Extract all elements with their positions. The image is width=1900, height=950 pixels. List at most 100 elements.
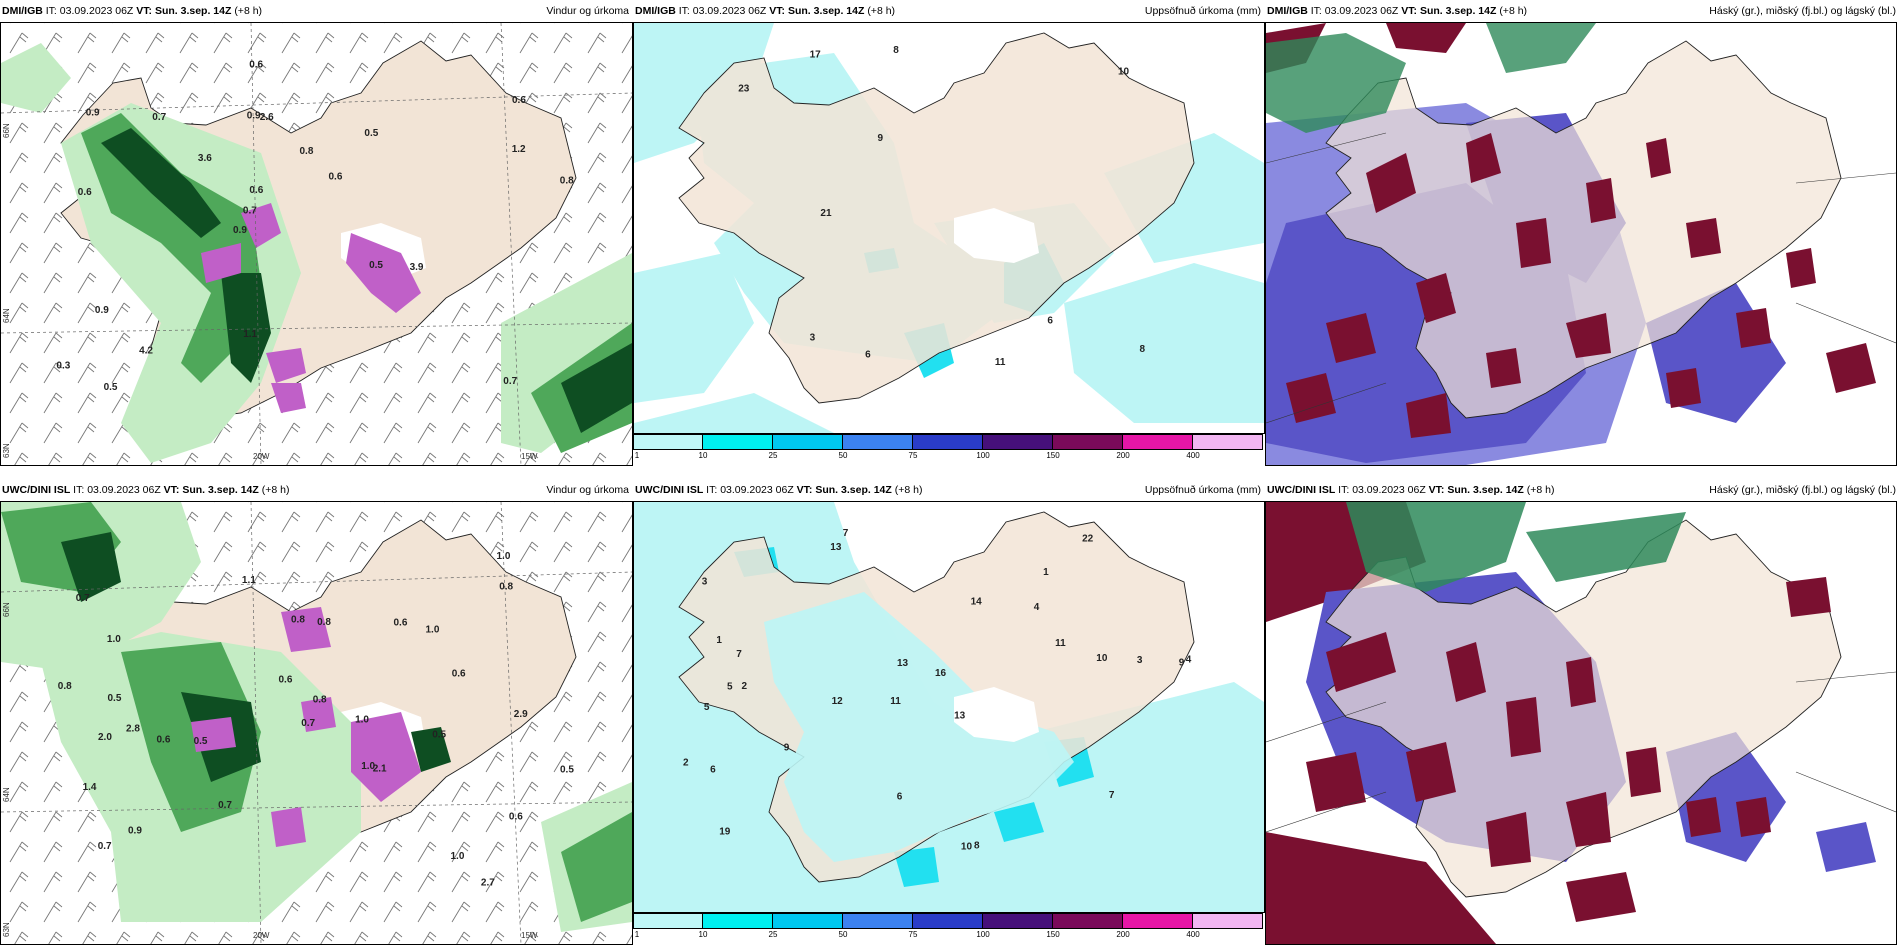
- value-label: 0.8: [317, 617, 331, 628]
- value-label: 1.0: [426, 624, 440, 635]
- graticule: [1, 23, 632, 465]
- value-label: 21: [820, 208, 832, 219]
- value-label: 0.6: [157, 735, 171, 746]
- value-label: 9: [1179, 658, 1185, 669]
- lat-tick-63n: 63N: [2, 443, 11, 458]
- colorbar-tick-label: 10: [698, 930, 708, 939]
- value-label: 13: [954, 711, 966, 722]
- value-label: 1.2: [512, 144, 526, 155]
- cloud-mid-layer: [1306, 577, 1831, 922]
- value-label: 1.0: [361, 761, 375, 772]
- colorbar-tick-label: 10: [698, 451, 708, 460]
- value-label: 0.6: [249, 60, 263, 71]
- value-label: 10: [1096, 653, 1108, 664]
- value-label: 12: [832, 696, 844, 707]
- colorbar-accum-precip: 1 10 25 50 75 100 150 200 400: [633, 434, 1263, 462]
- colorbar-segment: [913, 913, 983, 929]
- value-label: 9: [784, 742, 790, 753]
- value-label: 0.7: [152, 112, 166, 123]
- value-label: 5: [727, 682, 733, 693]
- value-label: 0.6: [452, 669, 466, 680]
- colorbar-segment: [1053, 913, 1123, 929]
- value-label: 3.9: [410, 262, 424, 273]
- panel-title: DMI/IGB IT: 03.09.2023 06Z VT: Sun. 3.se…: [1265, 0, 1900, 22]
- panel-title: UWC/DINI ISL IT: 03.09.2023 06Z VT: Sun.…: [1265, 479, 1900, 501]
- colorbar-tick-label: 25: [768, 451, 778, 460]
- panel-wind-precip-uwc: UWC/DINI ISL IT: 03.09.2023 06Z VT: Sun.…: [0, 479, 633, 945]
- value-label: 0.5: [560, 765, 574, 776]
- colorbar-segment: [913, 434, 983, 450]
- model-name: DMI/IGB: [1267, 5, 1308, 17]
- colorbar-tick-label: 100: [976, 930, 990, 939]
- panel-wind-precip-dmi: DMI/IGB IT: 03.09.2023 06Z VT: Sun. 3.se…: [0, 0, 633, 466]
- map-clouds: [1265, 22, 1897, 466]
- colorbar-tick-label: 400: [1186, 451, 1200, 460]
- model-name: DMI/IGB: [2, 5, 43, 17]
- precip-value-labels: 2.7 2.8 1.0 0.7 0.6 1.0 0.9 0.5 1.0 0.8 0.6 1.0 0.7 1…: [58, 551, 575, 888]
- panel-variable: Háský (gr.), miðský (fj.bl.) og lágský (…: [1709, 5, 1896, 17]
- value-label: 3: [702, 577, 708, 588]
- cloud-high-layer: [1346, 502, 1686, 592]
- value-label: 2.1: [373, 764, 387, 775]
- glacier-vatnajokull: [954, 208, 1039, 263]
- colorbar-tick-label: 75: [908, 930, 918, 939]
- value-label: 1.4: [83, 782, 97, 793]
- colorbar-segment: [703, 913, 773, 929]
- model-name: DMI/IGB: [635, 5, 676, 17]
- colorbar-tick-label: 75: [908, 451, 918, 460]
- value-label: 1: [716, 635, 722, 646]
- panel-clouds-uwc: UWC/DINI ISL IT: 03.09.2023 06Z VT: Sun.…: [1265, 479, 1900, 945]
- value-label: 4.2: [139, 345, 153, 356]
- value-label: 22: [1082, 533, 1094, 544]
- colorbar-segment: [1193, 434, 1263, 450]
- lat-tick-63n: 63N: [2, 922, 11, 937]
- colorbar-segment: [1193, 913, 1263, 929]
- init-time: 03.09.2023 06Z: [59, 5, 134, 17]
- value-label: 0.8: [499, 581, 513, 592]
- value-label: 0.7: [76, 593, 90, 604]
- value-label: 10: [961, 841, 973, 852]
- precip-value-labels: 0.70.60.60.90.50.50.90.80.93.60.34.22.60…: [56, 60, 574, 393]
- valid-time: Sun. 3.sep. 14Z: [1447, 484, 1524, 496]
- colorbar-segment: [703, 434, 773, 450]
- lead-time: (+8 h): [234, 5, 263, 17]
- glacier-vatnajokull: [954, 687, 1039, 742]
- valid-time: Sun. 3.sep. 14Z: [154, 5, 232, 17]
- lead-time: (+8 h): [1499, 5, 1528, 17]
- value-label: 2.6: [260, 112, 274, 123]
- value-label: 0.9: [86, 108, 100, 119]
- colorbar-tick-label: 25: [768, 930, 778, 939]
- valid-time: Sun. 3.sep. 14Z: [815, 484, 892, 496]
- colorbar-tick-label: 100: [976, 451, 990, 460]
- value-label: 0.7: [98, 841, 112, 852]
- value-label: 8: [893, 45, 899, 56]
- panel-variable: Vindur og úrkoma: [546, 484, 629, 496]
- panel-title: DMI/IGB IT: 03.09.2023 06Z VT: Sun. 3.se…: [633, 0, 1265, 22]
- value-label: 14: [971, 596, 983, 607]
- colorbar-segment: [843, 434, 913, 450]
- map-clouds: [1265, 501, 1897, 945]
- value-label: 1.0: [497, 551, 511, 562]
- value-label: 16: [935, 668, 947, 679]
- value-label: 0.7: [218, 800, 232, 811]
- value-label: 1.1: [242, 575, 256, 586]
- value-label: 1.0: [107, 634, 121, 645]
- lat-tick-64n: 64N: [2, 308, 11, 323]
- colorbar-tick-label: 200: [1116, 930, 1130, 939]
- value-label: 17: [810, 50, 822, 61]
- colorbar-tick-label: 400: [1186, 930, 1200, 939]
- value-label: 0.8: [300, 146, 314, 157]
- value-label: 8: [1140, 344, 1146, 355]
- graticule: [1266, 671, 1896, 833]
- value-label: 0.9: [247, 111, 261, 122]
- value-label: 0.9: [128, 825, 142, 836]
- value-label: 6: [1047, 316, 1053, 327]
- value-label: 0.7: [503, 376, 517, 387]
- value-label: 0.5: [108, 693, 122, 704]
- lon-tick-15w: 15W: [521, 452, 538, 461]
- value-label: 0.9: [233, 225, 247, 236]
- panel-variable: Vindur og úrkoma: [546, 5, 629, 17]
- colorbar-accum-precip: 1 10 25 50 75 100 150 200 400: [633, 913, 1263, 941]
- value-label: 2: [683, 758, 689, 769]
